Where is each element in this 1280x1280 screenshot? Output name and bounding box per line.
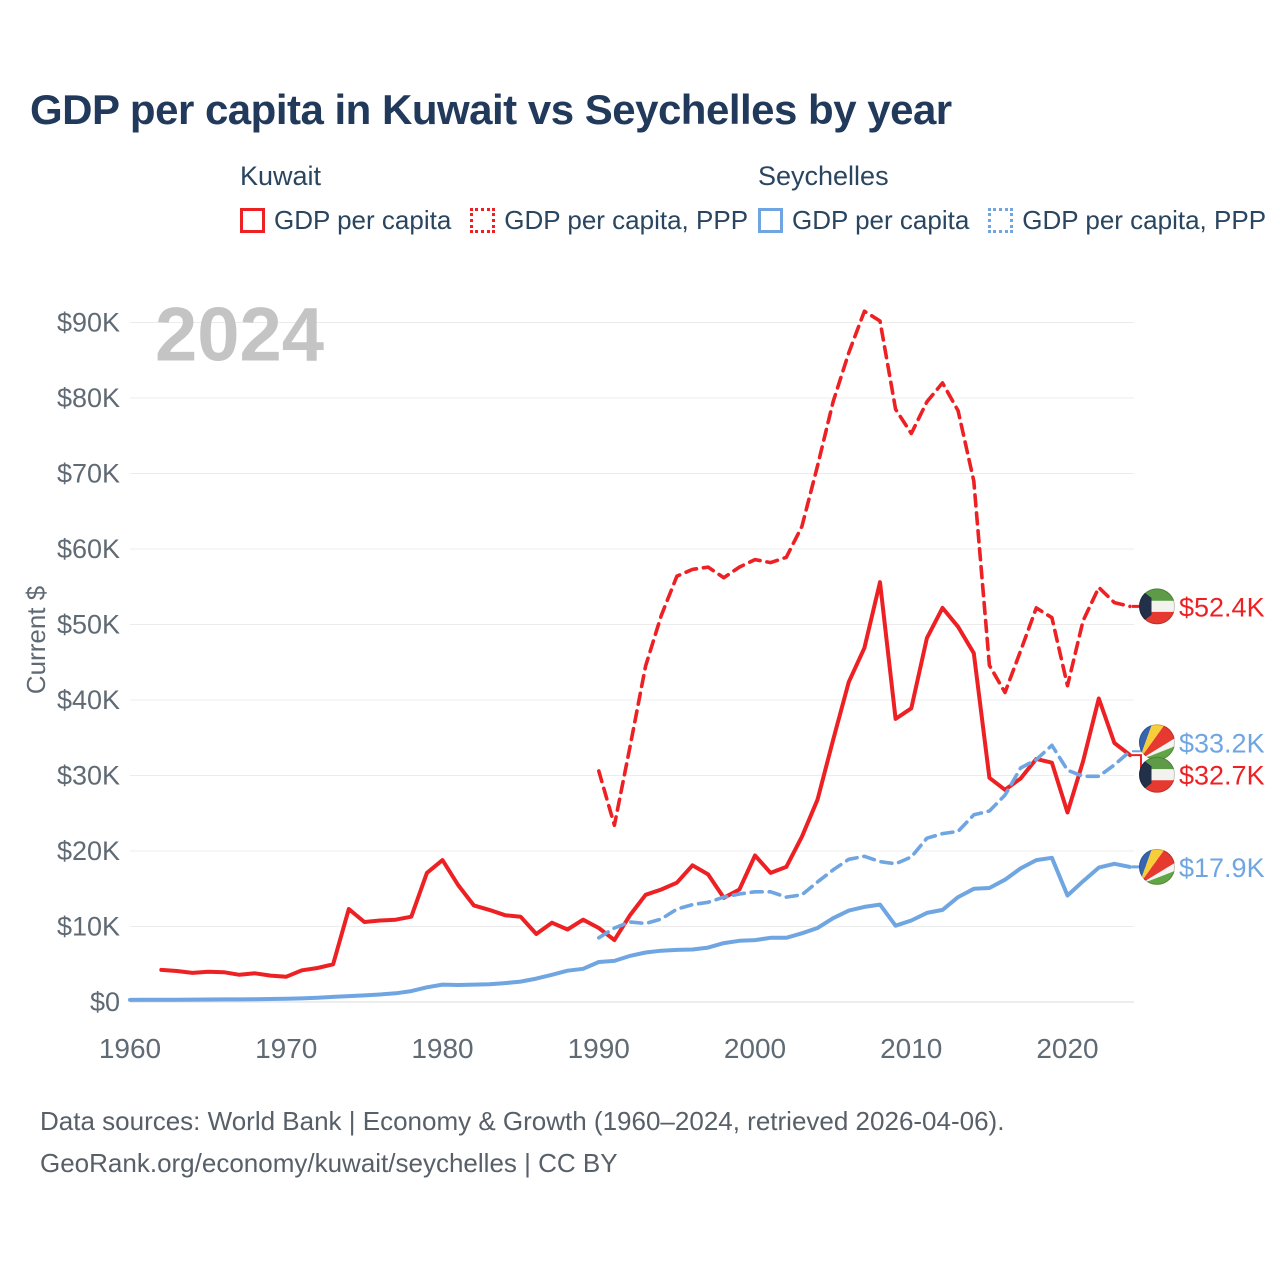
- y-tick-label: $90K: [57, 308, 120, 338]
- y-axis-title: Current $: [21, 585, 51, 694]
- legend-label-kuwait-ppp[interactable]: GDP per capita, PPP: [504, 205, 749, 235]
- watermark-year: 2024: [155, 293, 324, 378]
- legend-label-kuwait-gdp[interactable]: GDP per capita: [274, 205, 452, 235]
- legend-swatch-kuwait-gdp[interactable]: [240, 208, 265, 233]
- legend-group-kuwait: Kuwait GDP per capita GDP per capita, PP…: [240, 161, 748, 236]
- legend-swatch-seychelles-gdp[interactable]: [758, 208, 783, 233]
- y-tick-label: $50K: [57, 610, 120, 640]
- end-value-label: $32.7K: [1179, 761, 1265, 791]
- legend-row-seychelles: GDP per capita GDP per capita, PPP: [758, 205, 1266, 236]
- end-value-label: $33.2K: [1179, 728, 1265, 758]
- x-tick-label: 1960: [99, 1033, 161, 1064]
- kuwait-flag-badge: [1139, 588, 1175, 624]
- series-line-kuwait_ppp[interactable]: [596, 309, 1132, 828]
- y-tick-label: $20K: [57, 836, 120, 866]
- legend-country-seychelles: Seychelles: [758, 161, 889, 191]
- series-line-kuwait_gdp[interactable]: [159, 580, 1132, 979]
- x-tick-label: 1990: [568, 1033, 630, 1064]
- legend-label-seychelles-ppp[interactable]: GDP per capita, PPP: [1022, 205, 1267, 235]
- x-tick-label: 2000: [724, 1033, 786, 1064]
- legend-swatch-kuwait-ppp[interactable]: [470, 208, 496, 233]
- footer: Data sources: World Bank | Economy & Gro…: [40, 1100, 1004, 1184]
- y-tick-label: $10K: [57, 912, 120, 942]
- x-tick-label: 2020: [1036, 1033, 1098, 1064]
- x-tick-label: 2010: [880, 1033, 942, 1064]
- footer-link-line: GeoRank.org/economy/kuwait/seychelles | …: [40, 1148, 618, 1178]
- y-tick-label: $40K: [57, 685, 120, 715]
- footer-source-line: Data sources: World Bank | Economy & Gro…: [40, 1106, 1005, 1136]
- chart-title: GDP per capita in Kuwait vs Seychelles b…: [30, 86, 952, 133]
- seychelles-flag-badge: [1139, 724, 1175, 760]
- legend-label-seychelles-gdp[interactable]: GDP per capita: [792, 205, 970, 235]
- y-tick-label: $80K: [57, 383, 120, 413]
- seychelles-flag-badge: [1139, 849, 1175, 885]
- kuwait-flag-badge: [1139, 757, 1175, 793]
- chart-canvas: $0 $10K $20K $30K $40K $50K $60K $70K $80K $90K 19…: [21, 293, 1265, 1065]
- series-line-sey_gdp[interactable]: [128, 855, 1132, 1002]
- end-value-label: $52.4K: [1179, 592, 1265, 622]
- y-tick-label: $0: [90, 987, 120, 1017]
- y-tick-label: $70K: [57, 459, 120, 489]
- legend-row-kuwait: GDP per capita GDP per capita, PPP: [240, 205, 748, 236]
- y-tick-label: $60K: [57, 534, 120, 564]
- legend-group-seychelles: Seychelles GDP per capita GDP per capita…: [758, 161, 1266, 236]
- y-tick-label: $30K: [57, 761, 120, 791]
- legend-country-kuwait: Kuwait: [240, 161, 322, 191]
- end-value-label: $17.9K: [1179, 853, 1265, 883]
- x-tick-label: 1970: [255, 1033, 317, 1064]
- legend-swatch-seychelles-ppp[interactable]: [988, 208, 1014, 233]
- x-tick-label: 1980: [411, 1033, 473, 1064]
- series-line-sey_ppp[interactable]: [596, 743, 1132, 940]
